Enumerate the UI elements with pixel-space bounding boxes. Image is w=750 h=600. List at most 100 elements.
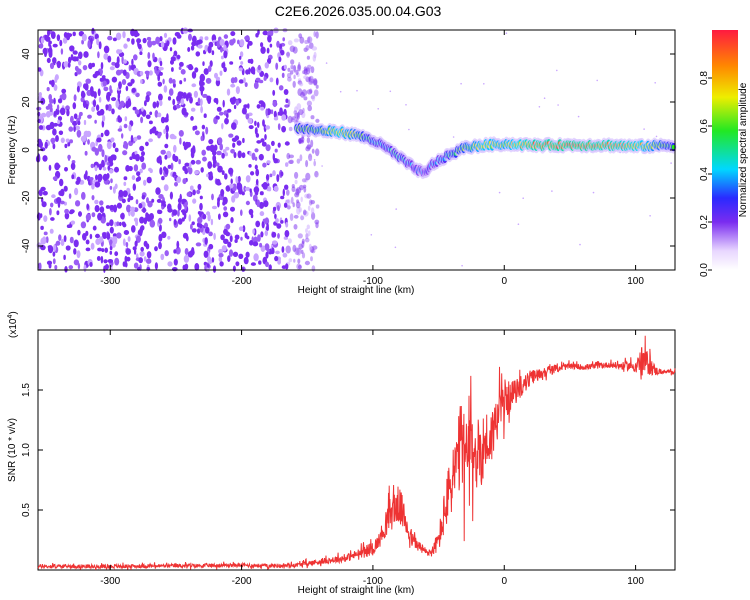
noise-speckle [148,120,153,125]
noise-speckle [303,186,307,193]
noise-speckle [134,240,138,247]
noise-speckle [166,150,172,159]
noise-speckle [98,96,102,103]
noise-speckle [109,185,113,190]
noise-speckle [69,236,74,244]
noise-speckle [76,129,82,138]
noise-speckle [230,149,236,154]
noise-speckle [68,126,74,132]
noise-speckle [131,58,134,66]
noise-speckle [73,239,79,248]
noise-speckle [215,98,219,105]
noise-speckle [98,143,103,152]
noise-speckle [111,97,117,102]
noise-speckle [170,162,174,171]
noise-speckle [155,36,161,45]
noise-speckle [138,257,143,264]
noise-speckle [310,115,315,120]
faint-speckle [316,175,319,177]
noise-speckle [254,127,258,135]
noise-speckle [131,175,136,181]
noise-speckle [120,212,125,220]
noise-speckle [147,40,153,48]
noise-speckle [285,245,291,254]
noise-speckle [154,110,159,118]
noise-speckle [218,213,221,220]
noise-speckle [163,184,169,192]
noise-speckle [207,45,212,54]
noise-speckle [97,88,101,97]
noise-speckle [157,74,161,82]
noise-speckle [119,69,125,74]
noise-speckle [230,83,236,88]
noise-speckle [283,202,288,208]
noise-speckle [179,61,184,67]
noise-speckle [305,233,309,239]
noise-speckle [197,216,203,224]
noise-speckle [279,49,285,56]
noise-speckle [119,221,122,227]
noise-speckle [248,67,251,75]
noise-speckle [111,76,118,83]
colorbar-tick-label: 0.2 [699,215,710,229]
noise-speckle [182,209,185,216]
noise-speckle [187,166,191,172]
noise-speckle [96,256,101,261]
faint-speckle [592,191,595,194]
noise-speckle [215,76,220,81]
noise-speckle [304,260,310,266]
noise-speckle [171,67,174,72]
noise-speckle [60,137,65,144]
noise-speckle [199,202,203,211]
noise-speckle [223,50,228,59]
noise-speckle [39,213,43,218]
noise-speckle [42,155,48,162]
colorbar-tick-label: 0.0 [699,263,710,277]
noise-speckle [181,217,185,222]
noise-speckle [179,193,182,202]
noise-speckle [168,77,173,84]
noise-speckle [116,221,120,227]
noise-speckle [178,130,184,137]
noise-speckle [106,93,110,101]
noise-speckle [189,96,193,104]
snr-x-tick-label: -200 [232,576,252,587]
noise-speckle [252,241,259,247]
noise-speckle [157,112,162,118]
noise-speckle [194,263,200,271]
noise-speckle [72,102,77,110]
noise-speckle [267,58,272,64]
noise-speckle [100,62,104,70]
noise-speckle [219,39,225,46]
noise-speckle [262,162,267,168]
noise-speckle [56,210,60,216]
noise-speckle [146,176,152,184]
noise-speckle [129,206,136,212]
noise-speckle [83,264,87,273]
noise-speckle [249,240,254,246]
noise-speckle [245,113,250,120]
noise-speckle [75,180,80,185]
noise-speckle [76,250,81,259]
noise-speckle [265,251,269,259]
noise-speckle [52,143,56,150]
noise-speckle [190,107,196,112]
noise-speckle [206,173,209,178]
noise-speckle [264,62,269,69]
noise-speckle [65,138,70,143]
noise-speckle [49,44,52,53]
noise-speckle [82,233,87,241]
noise-speckle [107,55,112,63]
noise-speckle [266,47,270,54]
noise-speckle [247,103,250,109]
noise-speckle [205,126,209,135]
noise-speckle [103,86,109,92]
noise-speckle [188,214,192,222]
spec-x-tick-label: 100 [627,276,644,287]
noise-speckle [305,228,308,234]
noise-speckle [256,104,261,109]
faint-speckle [389,90,392,93]
noise-speckle [240,61,244,65]
noise-speckle [161,231,167,239]
noise-speckle [97,173,103,182]
